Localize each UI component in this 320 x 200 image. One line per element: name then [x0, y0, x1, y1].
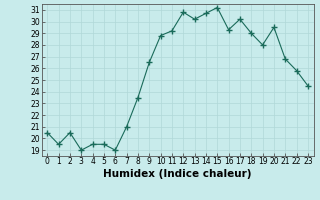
X-axis label: Humidex (Indice chaleur): Humidex (Indice chaleur) — [103, 169, 252, 179]
